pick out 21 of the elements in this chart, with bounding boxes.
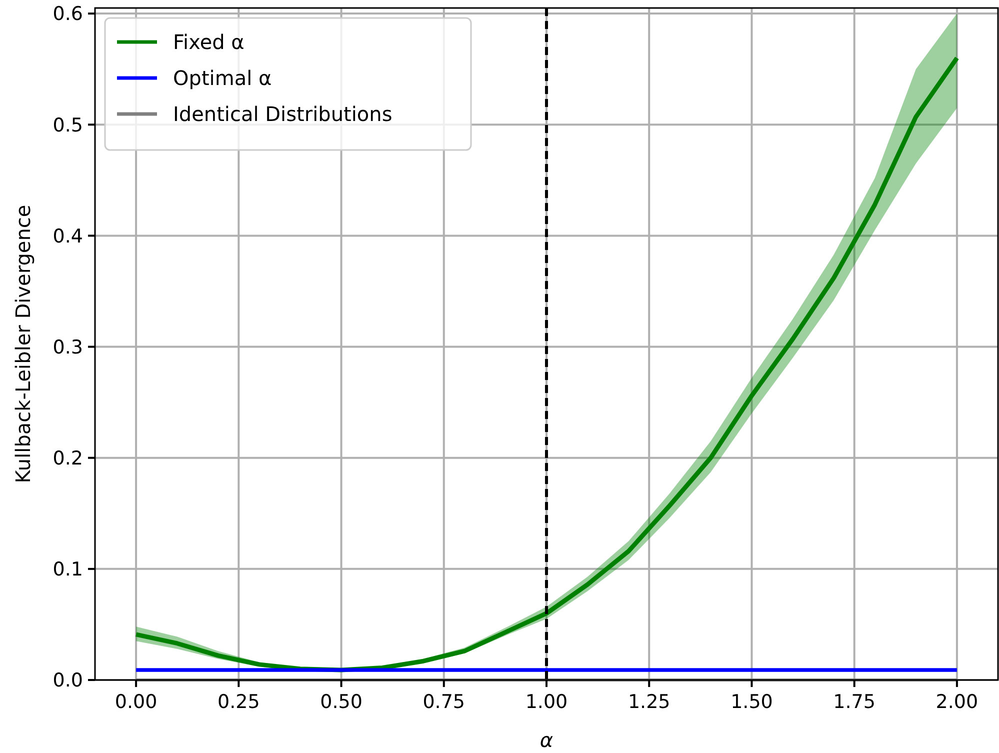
y-tick-label: 0.3	[52, 336, 83, 358]
y-axis-title: Kullback-Leibler Divergence	[11, 204, 35, 484]
x-tick-label: 0.50	[320, 691, 362, 713]
x-tick-label: 0.75	[422, 691, 466, 713]
x-tick-label: 1.50	[730, 691, 773, 713]
y-tick-label: 0.4	[52, 225, 83, 248]
y-tick-label: 0.2	[52, 448, 83, 470]
y-tick-label: 0.5	[52, 114, 83, 136]
x-tick-label: 1.00	[525, 691, 568, 713]
legend-label: Fixed α	[173, 30, 244, 54]
y-tick-label: 0.1	[52, 558, 83, 581]
y-tick-label: 0.0	[52, 670, 83, 692]
legend-label: Identical Distributions	[173, 102, 392, 126]
x-tick-label: 0.00	[114, 691, 158, 713]
x-tick-label: 1.25	[628, 691, 670, 713]
x-tick-label: 0.25	[218, 691, 260, 713]
legend-label: Optimal α	[173, 66, 272, 90]
x-tick-label: 1.75	[833, 691, 876, 713]
x-tick-label: 2.00	[936, 691, 978, 713]
x-axis-title: α	[540, 728, 554, 752]
y-tick-label: 0.6	[52, 3, 83, 26]
